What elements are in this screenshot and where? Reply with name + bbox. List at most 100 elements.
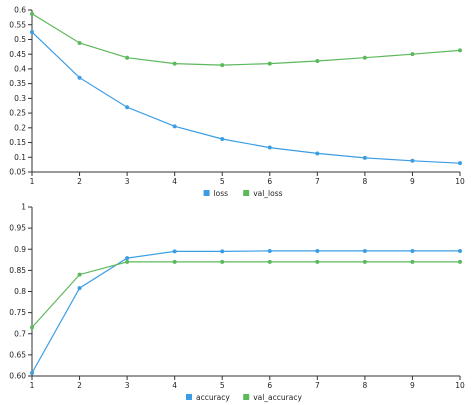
series-loss [30, 30, 462, 166]
legend-swatch [186, 394, 192, 400]
legend-item-loss[interactable]: loss [203, 189, 229, 198]
series-accuracy [30, 248, 462, 376]
x-tick-label: 6 [267, 177, 272, 186]
data-point-val_accuracy[interactable] [125, 259, 130, 264]
data-point-loss[interactable] [77, 75, 82, 80]
data-point-accuracy[interactable] [220, 249, 225, 254]
data-point-val_loss[interactable] [125, 55, 130, 60]
chart-1: 0.05 0.1 0.15 0.2 0.25 0.3 0.35 0.4 0.45 0.5 0.55 0… [9, 6, 465, 198]
y-tick-label: 0.15 [9, 138, 26, 147]
legend-item-accuracy[interactable]: accuracy [186, 393, 230, 402]
data-point-accuracy[interactable] [315, 248, 320, 253]
x-tick-label: 7 [315, 381, 320, 390]
y-tick-label: 1 [21, 203, 26, 212]
series-line-val_loss [31, 13, 461, 66]
x-tick-label: 9 [410, 381, 415, 390]
data-point-val_accuracy[interactable] [220, 259, 225, 264]
data-point-accuracy[interactable] [125, 256, 130, 261]
x-tick-label: 1 [30, 381, 35, 390]
data-point-accuracy[interactable] [362, 248, 367, 253]
data-point-val_loss[interactable] [172, 61, 177, 66]
y-tick-label: 0.5 [14, 35, 26, 44]
y-tick-label: 0.6 [14, 6, 26, 15]
legend-swatch [243, 190, 250, 196]
chart-2: 0.60 0.65 0.7 0.75 0.8 0.85 0.9 0.95 1 1 2 3 4 5 6 7 8 9 1… [9, 203, 465, 402]
y-tick-label: 0.3 [14, 94, 26, 103]
y-tick-label: 0.45 [9, 50, 26, 59]
data-point-val_accuracy[interactable] [458, 259, 462, 264]
data-point-val_accuracy[interactable] [315, 259, 320, 264]
series-val_loss [30, 11, 462, 68]
y-tick-label: 0.60 [9, 372, 26, 381]
data-point-loss[interactable] [410, 158, 415, 163]
data-point-accuracy[interactable] [77, 286, 82, 291]
x-tick-label: 4 [172, 381, 177, 390]
legend-label: loss [214, 189, 229, 198]
x-tick-label: 1 [30, 177, 35, 186]
x-tick-label: 3 [125, 381, 130, 390]
legend-item-val_accuracy[interactable]: val_accuracy [243, 393, 302, 402]
y-tick-label: 0.9 [14, 245, 26, 254]
y-tick-label: 0.25 [9, 109, 26, 118]
y-tick-label: 0.55 [9, 20, 26, 29]
data-point-val_loss[interactable] [458, 48, 462, 53]
series-line-accuracy [31, 250, 460, 374]
x-tick-label: 3 [125, 177, 130, 186]
data-point-accuracy[interactable] [267, 248, 272, 253]
data-point-loss[interactable] [315, 151, 320, 156]
data-point-loss[interactable] [362, 155, 367, 160]
y-tick-label: 0.8 [14, 287, 26, 296]
legend-item-val_loss[interactable]: val_loss [243, 189, 283, 198]
x-tick-label: 10 [455, 177, 465, 186]
data-point-val_loss[interactable] [362, 55, 367, 60]
data-point-loss[interactable] [220, 137, 225, 142]
legend: accuracy val_accuracy [186, 393, 302, 402]
y-tick-label: 0.1 [14, 153, 26, 162]
data-point-loss[interactable] [267, 145, 272, 150]
x-tick-label: 4 [172, 177, 177, 186]
y-tick-label: 0.95 [9, 224, 26, 233]
y-tick-label: 0.05 [9, 168, 26, 177]
x-tick-label: 9 [410, 177, 415, 186]
x-tick-label: 5 [220, 177, 225, 186]
data-point-accuracy[interactable] [30, 371, 34, 376]
data-point-val_accuracy[interactable] [77, 272, 82, 277]
data-point-accuracy[interactable] [172, 249, 177, 254]
x-tick-label: 7 [315, 177, 320, 186]
data-point-loss[interactable] [30, 30, 34, 35]
x-tick-label: 10 [455, 381, 465, 390]
x-tick-label: 6 [267, 381, 272, 390]
data-point-val_loss[interactable] [30, 11, 34, 16]
data-point-val_accuracy[interactable] [362, 259, 367, 264]
legend-label: val_accuracy [253, 393, 302, 402]
data-point-val_accuracy[interactable] [172, 259, 177, 264]
y-tick-label: 0.65 [9, 350, 26, 359]
data-point-val_accuracy[interactable] [30, 325, 34, 330]
data-point-loss[interactable] [125, 105, 130, 110]
data-point-val_loss[interactable] [410, 52, 415, 57]
data-point-accuracy[interactable] [410, 248, 415, 253]
data-point-loss[interactable] [458, 161, 462, 166]
series-val_accuracy [30, 259, 462, 330]
data-point-loss[interactable] [172, 124, 177, 129]
legend-swatch [243, 394, 250, 400]
data-point-val_loss[interactable] [267, 61, 272, 66]
y-tick-label: 0.85 [9, 266, 26, 275]
data-point-val_accuracy[interactable] [410, 259, 415, 264]
data-point-val_loss[interactable] [77, 40, 82, 45]
data-point-val_loss[interactable] [315, 58, 320, 63]
x-tick-label: 5 [220, 381, 225, 390]
data-point-accuracy[interactable] [458, 248, 462, 253]
x-tick-label: 8 [362, 177, 367, 186]
data-point-val_loss[interactable] [220, 63, 225, 68]
y-tick-label: 0.4 [14, 65, 26, 74]
legend-label: val_loss [253, 189, 282, 198]
x-tick-label: 2 [77, 381, 82, 390]
y-tick-label: 0.75 [9, 308, 26, 317]
x-tick-label: 2 [77, 177, 82, 186]
y-tick-label: 0.7 [14, 329, 26, 338]
series-line-val_accuracy [31, 261, 460, 328]
y-tick-label: 0.2 [14, 123, 26, 132]
data-point-val_accuracy[interactable] [267, 259, 272, 264]
